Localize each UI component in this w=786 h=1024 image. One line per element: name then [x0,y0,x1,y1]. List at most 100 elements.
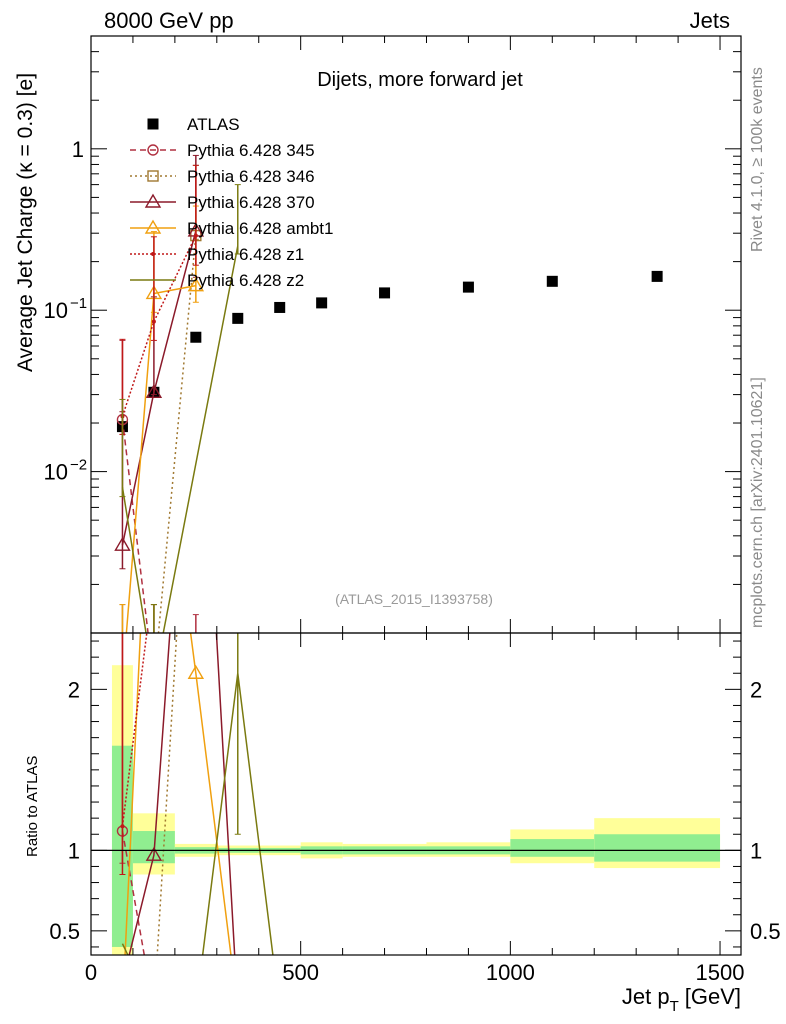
ratio-y-tick-label-left: 0.5 [49,919,80,944]
legend-entry-z2: Pythia 6.428 z2 [130,271,304,290]
rivet-version-label: Rivet 4.1.0, ≥ 100k events [749,67,766,252]
legend-entry-ambt1: Pythia 6.428 ambt1 [130,219,333,238]
legend-entry-p370: Pythia 6.428 370 [130,193,315,212]
data-point [462,281,474,293]
series-marker [145,383,163,398]
ratio-y-tick-label-left: 2 [68,677,80,702]
header-right-title: Jets [690,8,730,33]
legend-entry-z1: Pythia 6.428 z1 [130,245,304,264]
ratio-panel-frame [90,632,742,956]
ratio-band-stat [510,839,595,857]
ratio-y-tick-label-left: 1 [68,838,80,863]
main-y-tick-exponent: −2 [70,457,87,474]
series-line [121,419,149,633]
ratio-y-axis-label: Ratio to ATLAS [24,756,41,857]
main-y-tick-exponent: −1 [70,295,87,312]
x-tick-label: 1000 [486,960,535,985]
main-y-tick-label: 10 [44,460,68,485]
series-marker [187,664,205,679]
x-tick-label: 500 [282,960,319,985]
main-y-axis-label: Average Jet Charge (κ = 0.3) [e] [14,73,37,372]
main-panel-series [114,154,663,722]
series-marker [152,575,156,579]
legend-marker [144,219,162,234]
ratio-y-tick-label-right: 2 [750,677,762,702]
series-line [121,245,239,633]
series-marker [231,1003,245,1015]
ratio-y-tick-label-right: 1 [750,838,762,863]
x-axis-label: Jet pT [GeV] [622,984,741,1015]
series-marker [149,1005,159,1015]
source-label: mcplots.cern.ch [arXiv:2401.10621] [749,377,766,628]
data-point [190,331,202,343]
x-tick-label: 0 [85,960,97,985]
legend-entry-p345: Pythia 6.428 345 [130,141,315,160]
plot-title: Dijets, more forward jet [317,69,523,91]
analysis-reference-label: (ATLAS_2015_I1393758) [335,591,493,607]
legend-label: ATLAS [187,115,240,134]
ratio-y-tick-label-right: 0.5 [750,919,781,944]
ratio-series-p370 [115,633,245,1015]
ratio-series-z2 [121,633,274,955]
series-marker [120,824,125,829]
legend-label: Pythia 6.428 370 [187,193,315,212]
series-line [156,633,178,955]
series-marker [194,317,198,321]
series-marker [187,277,205,292]
legend-marker [147,170,159,182]
ratio-series-ambt1 [115,633,245,1015]
series-marker [149,677,159,687]
main-y-tick-label: 10 [44,298,68,323]
x-axis-label-main: Jet p [622,984,670,1009]
legend-marker [151,252,155,256]
series-line [157,235,197,633]
legend-marker [147,118,159,130]
series-line [128,633,236,955]
x-axis-label-unit: [GeV] [685,984,741,1009]
series-marker [145,846,163,861]
ratio-series-z1 [119,317,198,875]
series-line [121,235,197,417]
data-point [651,270,663,282]
legend-label: Pythia 6.428 345 [187,141,315,160]
legend-marker [147,144,159,156]
data-point [274,301,286,313]
ratio-uncertainty-bands [111,665,721,955]
legend-label: Pythia 6.428 z2 [187,271,304,290]
main-series-z2 [119,184,241,633]
legend: ATLAS Pythia 6.428 345 Pythia 6.428 346 Pyt… [130,115,333,290]
series-marker [149,677,159,687]
series-line [121,673,274,955]
x-axis-label-sub: T [670,998,679,1015]
data-point [546,275,558,287]
legend-marker [144,193,162,208]
ratio-band-stat [594,834,721,862]
data-point [316,297,328,309]
ratio-panel-series [115,314,274,1015]
series-marker [115,975,129,987]
legend-label: Pythia 6.428 z1 [187,245,304,264]
series-marker [193,233,198,238]
series-marker [117,1005,127,1015]
series-marker [149,1005,159,1015]
main-y-tick-label: 1 [72,137,84,162]
header-left-title: 8000 GeV pp [104,8,234,33]
legend-entry-p346: Pythia 6.428 346 [130,167,315,186]
series-marker [151,319,156,324]
main-series-p370 [114,154,205,570]
series-marker [191,314,201,324]
data-point [379,287,391,299]
x-tick-label: 1500 [696,960,745,985]
series-marker [115,1003,129,1015]
legend-label: Pythia 6.428 346 [187,167,315,186]
series-marker [114,536,131,551]
data-point [232,312,244,324]
main-series-p346 [119,164,202,687]
legend-label: Pythia 6.428 ambt1 [187,219,333,238]
main-series-data [116,270,663,433]
series-marker [231,1003,245,1015]
legend-entry-data: ATLAS [147,115,240,134]
series-marker [191,712,201,722]
